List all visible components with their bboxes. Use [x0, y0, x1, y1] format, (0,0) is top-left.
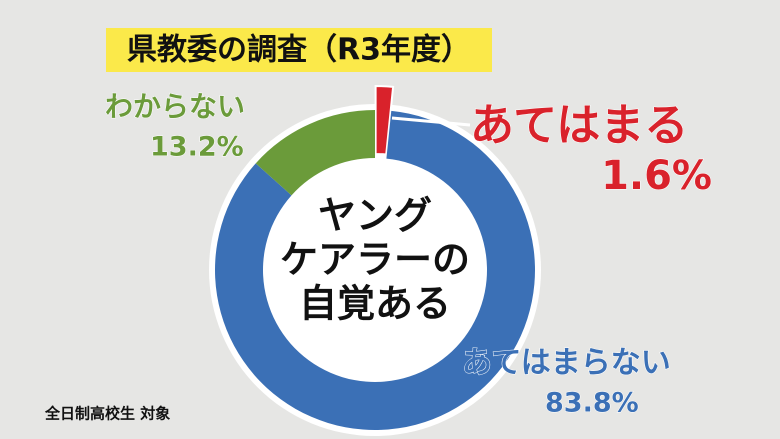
value-label: 1.6% — [601, 153, 712, 199]
center-hole — [265, 160, 485, 380]
center-text: 自覚ある — [299, 282, 451, 326]
value-label: 13.2% — [150, 132, 244, 163]
leader-line — [391, 116, 471, 127]
slice — [374, 85, 395, 156]
center-text: ヤング — [318, 194, 432, 238]
footnote: 全日制高校生 対象 — [44, 405, 170, 423]
title-box — [106, 28, 492, 72]
chart-title: 県教委の調査（R3年度） — [127, 33, 471, 68]
slice — [214, 110, 536, 430]
slices — [214, 85, 536, 430]
category-label: あてはまらない — [462, 346, 671, 381]
center-text: ケアラーの — [280, 238, 470, 282]
slice — [255, 110, 375, 196]
value-label: 83.8% — [545, 388, 639, 419]
category-label: あてはまる — [470, 100, 688, 151]
category-label: わからない — [105, 90, 245, 123]
